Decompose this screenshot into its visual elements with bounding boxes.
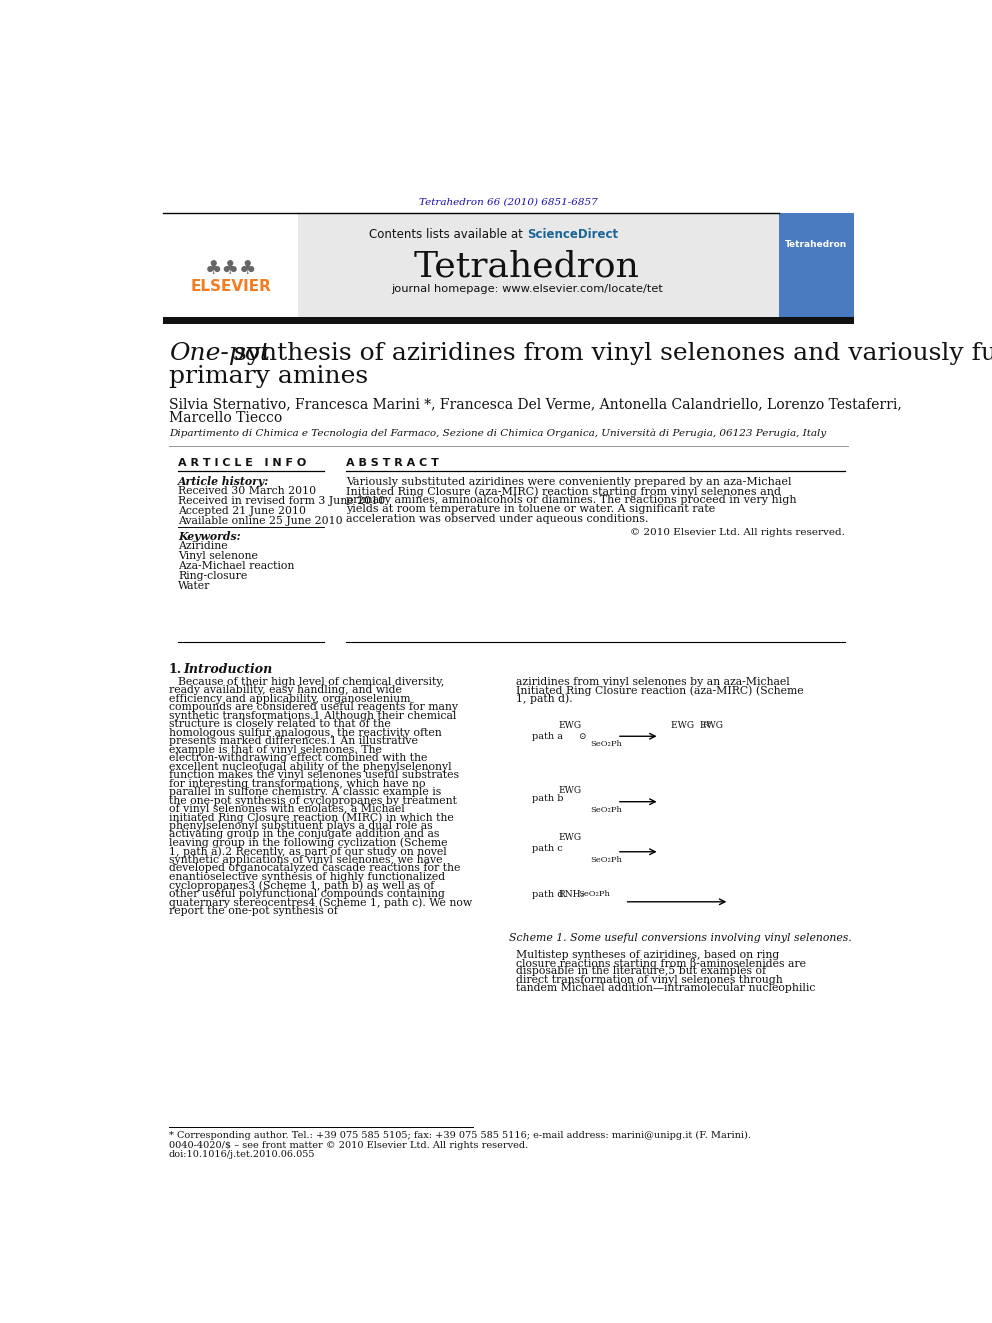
Text: initiated Ring Closure reaction (MIRC) in which the: initiated Ring Closure reaction (MIRC) i…: [169, 812, 453, 823]
Text: One-pot: One-pot: [169, 343, 270, 365]
Text: EWG: EWG: [558, 721, 582, 730]
Text: ready availability, easy handling, and wide: ready availability, easy handling, and w…: [169, 685, 402, 696]
Text: developed organocatalyzed cascade reactions for the: developed organocatalyzed cascade reacti…: [169, 864, 460, 873]
Bar: [779, 213, 854, 318]
Text: function makes the vinyl selenones useful substrates: function makes the vinyl selenones usefu…: [169, 770, 459, 781]
Text: Water: Water: [179, 582, 210, 591]
Text: path a: path a: [532, 733, 562, 741]
Text: of vinyl selenones with enolates, a Michael: of vinyl selenones with enolates, a Mich…: [169, 804, 405, 814]
Text: EWG: EWG: [558, 786, 582, 795]
Text: efficiency and applicability, organoselenium: efficiency and applicability, organosele…: [169, 693, 411, 704]
Text: tandem Michael addition—intramolecular nucleophilic: tandem Michael addition—intramolecular n…: [516, 983, 815, 994]
Text: * Corresponding author. Tel.: +39 075 585 5105; fax: +39 075 585 5116; e-mail ad: * Corresponding author. Tel.: +39 075 58…: [169, 1131, 751, 1140]
Text: homologous sulfur analogous, the reactivity often: homologous sulfur analogous, the reactiv…: [169, 728, 441, 738]
Text: 0040-4020/$ – see front matter © 2010 Elsevier Ltd. All rights reserved.: 0040-4020/$ – see front matter © 2010 El…: [169, 1142, 528, 1150]
Text: example is that of vinyl selenones. The: example is that of vinyl selenones. The: [169, 745, 382, 754]
Text: A B S T R A C T: A B S T R A C T: [345, 458, 438, 467]
Text: Vinyl selenone: Vinyl selenone: [179, 552, 258, 561]
Text: path c: path c: [532, 844, 562, 853]
Text: for interesting transformations, which have no: for interesting transformations, which h…: [169, 779, 426, 789]
Text: Marcello Tiecco: Marcello Tiecco: [169, 410, 282, 425]
Text: Available online 25 June 2010: Available online 25 June 2010: [179, 516, 343, 527]
Text: Tetrahedron 66 (2010) 6851-6857: Tetrahedron 66 (2010) 6851-6857: [419, 197, 598, 206]
Text: Article history:: Article history:: [179, 476, 270, 487]
Text: 1.: 1.: [169, 663, 183, 676]
Text: © 2010 Elsevier Ltd. All rights reserved.: © 2010 Elsevier Ltd. All rights reserved…: [630, 528, 845, 537]
Text: 1, path d).: 1, path d).: [516, 693, 572, 704]
Text: 1, path a).2 Recently, as part of our study on novel: 1, path a).2 Recently, as part of our st…: [169, 847, 446, 857]
Text: ScienceDirect: ScienceDirect: [527, 228, 618, 241]
Text: yields at room temperature in toluene or water. A significant rate: yields at room temperature in toluene or…: [345, 504, 715, 515]
Text: aziridines from vinyl selenones by an aza-Michael: aziridines from vinyl selenones by an az…: [516, 677, 790, 687]
Text: phenylselenonyl substituent plays a dual role as: phenylselenonyl substituent plays a dual…: [169, 822, 433, 831]
Bar: [163, 213, 779, 318]
Text: SeO₂Ph: SeO₂Ph: [590, 856, 622, 864]
Text: SeO₂Ph: SeO₂Ph: [590, 806, 622, 814]
Text: Scheme 1. Some useful conversions involving vinyl selenones.: Scheme 1. Some useful conversions involv…: [509, 933, 852, 942]
Text: ♣♣♣: ♣♣♣: [204, 259, 257, 278]
Text: RNH₂: RNH₂: [558, 890, 585, 900]
Text: Initiated Ring Closure reaction (aza-MIRC) (Scheme: Initiated Ring Closure reaction (aza-MIR…: [516, 685, 804, 696]
Text: Received in revised form 3 June 2010: Received in revised form 3 June 2010: [179, 496, 385, 505]
Text: R¹: R¹: [702, 721, 711, 729]
Text: the one-pot synthesis of cyclopropanes by treatment: the one-pot synthesis of cyclopropanes b…: [169, 795, 457, 806]
Text: Received 30 March 2010: Received 30 March 2010: [179, 486, 316, 496]
Text: Introduction: Introduction: [183, 663, 272, 676]
Text: direct transformation of vinyl selenones through: direct transformation of vinyl selenones…: [516, 975, 783, 984]
Bar: [516, 709, 845, 925]
Text: synthesis of aziridines from vinyl selenones and variously functionalized: synthesis of aziridines from vinyl selen…: [226, 343, 992, 365]
Text: Dipartimento di Chimica e Tecnologia del Farmaco, Sezione di Chimica Organica, U: Dipartimento di Chimica e Tecnologia del…: [169, 429, 826, 438]
Text: leaving group in the following cyclization (Scheme: leaving group in the following cyclizati…: [169, 837, 447, 848]
Text: Aza-Michael reaction: Aza-Michael reaction: [179, 561, 295, 572]
Text: Keywords:: Keywords:: [179, 532, 241, 542]
Text: electron-withdrawing effect combined with the: electron-withdrawing effect combined wit…: [169, 753, 428, 763]
Text: SeO₂Ph: SeO₂Ph: [590, 740, 622, 747]
Text: excellent nucleofugal ability of the phenylselenonyl: excellent nucleofugal ability of the phe…: [169, 762, 451, 771]
Text: compounds are considered useful reagents for many: compounds are considered useful reagents…: [169, 703, 458, 712]
Text: Aziridine: Aziridine: [179, 541, 228, 552]
Text: Multistep syntheses of aziridines, based on ring: Multistep syntheses of aziridines, based…: [516, 950, 780, 959]
Text: Initiated Ring Closure (aza-MIRC) reaction starting from vinyl selenones and: Initiated Ring Closure (aza-MIRC) reacti…: [345, 486, 781, 496]
Text: primary amines: primary amines: [169, 365, 368, 388]
Text: path d: path d: [532, 890, 563, 900]
Text: cyclopropanes3 (Scheme 1, path b) as well as of: cyclopropanes3 (Scheme 1, path b) as wel…: [169, 880, 434, 890]
Text: structure is closely related to that of the: structure is closely related to that of …: [169, 720, 391, 729]
Text: synthetic applications of vinyl selenones, we have: synthetic applications of vinyl selenone…: [169, 855, 442, 865]
Text: Silvia Sternativo, Francesca Marini *, Francesca Del Verme, Antonella Calandriel: Silvia Sternativo, Francesca Marini *, F…: [169, 397, 902, 411]
Text: journal homepage: www.elsevier.com/locate/tet: journal homepage: www.elsevier.com/locat…: [391, 283, 663, 294]
Text: ⊙: ⊙: [578, 733, 585, 741]
Text: closure reactions starting from β-aminoselenides are: closure reactions starting from β-aminos…: [516, 958, 806, 968]
Text: ELSEVIER: ELSEVIER: [190, 279, 272, 294]
Text: primary amines, aminoalcohols or diamines. The reactions proceed in very high: primary amines, aminoalcohols or diamine…: [345, 495, 797, 505]
Text: Accepted 21 June 2010: Accepted 21 June 2010: [179, 505, 307, 516]
Text: path b: path b: [532, 794, 563, 803]
Text: Variously substituted aziridines were conveniently prepared by an aza-Michael: Variously substituted aziridines were co…: [345, 476, 792, 487]
Text: EWG  EWG: EWG EWG: [672, 721, 723, 730]
Text: report the one-pot synthesis of: report the one-pot synthesis of: [169, 906, 338, 916]
Text: doi:10.1016/j.tet.2010.06.055: doi:10.1016/j.tet.2010.06.055: [169, 1150, 315, 1159]
Text: Ring-closure: Ring-closure: [179, 572, 247, 582]
Bar: [163, 318, 854, 324]
Text: Tetrahedron: Tetrahedron: [414, 250, 640, 283]
Text: A R T I C L E   I N F O: A R T I C L E I N F O: [179, 458, 307, 467]
Text: EWG: EWG: [558, 832, 582, 841]
Text: parallel in sulfone chemistry. A classic example is: parallel in sulfone chemistry. A classic…: [169, 787, 441, 796]
Text: Tetrahedron: Tetrahedron: [785, 239, 847, 249]
Text: quaternary stereocentres4 (Scheme 1, path c). We now: quaternary stereocentres4 (Scheme 1, pat…: [169, 897, 472, 908]
Text: disposable in the literature,5 but examples of: disposable in the literature,5 but examp…: [516, 967, 766, 976]
Bar: [163, 213, 299, 318]
Text: acceleration was observed under aqueous conditions.: acceleration was observed under aqueous …: [345, 513, 648, 524]
Text: Contents lists available at: Contents lists available at: [369, 228, 527, 241]
Text: other useful polyfunctional compounds containing: other useful polyfunctional compounds co…: [169, 889, 444, 898]
Text: Because of their high level of chemical diversity,: Because of their high level of chemical …: [179, 677, 444, 687]
Text: SeO₂Ph: SeO₂Ph: [578, 890, 610, 898]
Text: enantioselective synthesis of highly functionalized: enantioselective synthesis of highly fun…: [169, 872, 445, 882]
Text: presents marked differences.1 An illustrative: presents marked differences.1 An illustr…: [169, 737, 418, 746]
Text: activating group in the conjugate addition and as: activating group in the conjugate additi…: [169, 830, 439, 839]
Text: synthetic transformations.1 Although their chemical: synthetic transformations.1 Although the…: [169, 710, 456, 721]
